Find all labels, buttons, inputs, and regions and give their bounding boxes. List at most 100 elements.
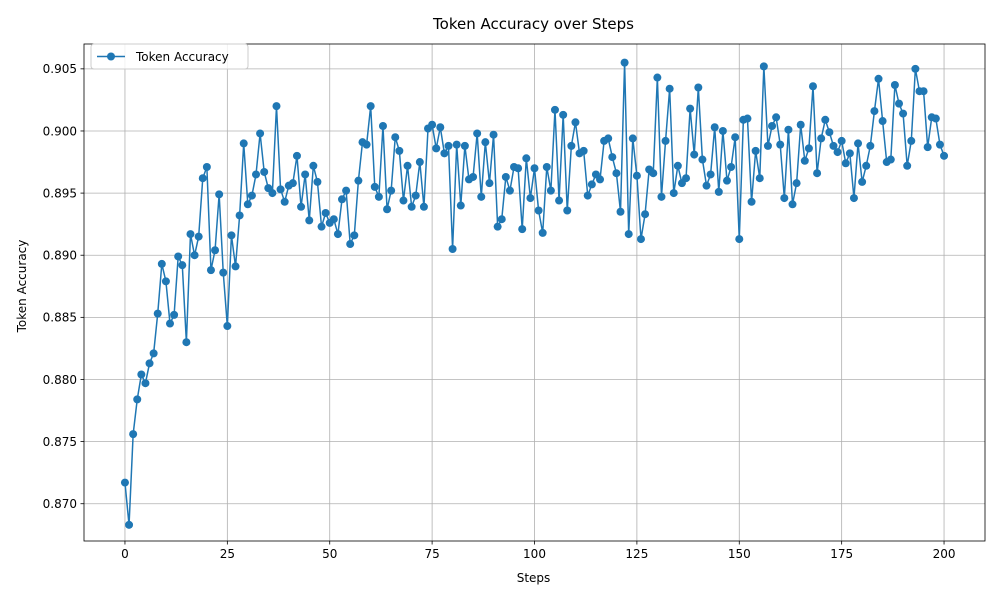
- data-point: [170, 310, 179, 319]
- data-point: [268, 189, 277, 198]
- data-point: [923, 143, 932, 152]
- data-point: [907, 136, 916, 145]
- data-point: [485, 179, 494, 188]
- data-point: [772, 113, 781, 122]
- data-point: [432, 144, 441, 153]
- chart-title: Token Accuracy over Steps: [432, 15, 634, 33]
- data-point: [149, 349, 158, 358]
- data-point: [194, 232, 203, 241]
- data-point: [751, 146, 760, 155]
- data-point: [436, 123, 445, 132]
- data-point: [608, 153, 617, 162]
- data-point: [567, 141, 576, 150]
- data-point: [804, 144, 813, 153]
- data-point: [333, 230, 342, 239]
- data-point: [759, 62, 768, 71]
- y-tick-label: 0.875: [43, 435, 77, 449]
- data-point: [329, 215, 338, 224]
- data-point: [649, 169, 658, 178]
- data-point: [272, 102, 281, 111]
- data-point: [252, 170, 261, 179]
- data-point: [849, 194, 858, 203]
- y-tick-label: 0.870: [43, 497, 77, 511]
- data-point: [378, 122, 387, 131]
- x-tick-label: 175: [830, 547, 853, 561]
- data-point: [530, 164, 539, 173]
- data-point: [763, 141, 772, 150]
- data-point: [428, 120, 437, 129]
- data-point: [735, 235, 744, 244]
- data-point: [387, 186, 396, 195]
- data-point: [718, 126, 727, 135]
- data-point: [710, 123, 719, 132]
- data-point: [673, 161, 682, 170]
- x-tick-label: 125: [625, 547, 648, 561]
- data-point: [866, 141, 875, 150]
- data-point: [792, 179, 801, 188]
- data-point: [256, 129, 265, 138]
- data-point: [768, 122, 777, 131]
- data-point: [243, 200, 252, 209]
- data-point: [448, 245, 457, 254]
- data-point: [338, 195, 347, 204]
- x-tick-label: 75: [424, 547, 439, 561]
- data-point: [440, 149, 449, 158]
- data-point: [604, 134, 613, 143]
- data-point: [636, 235, 645, 244]
- legend-marker-swatch: [107, 52, 115, 61]
- data-point: [632, 171, 641, 180]
- data-point: [858, 177, 867, 186]
- data-point: [833, 148, 842, 157]
- data-point: [542, 163, 551, 172]
- data-point: [895, 99, 903, 108]
- data-point: [931, 114, 940, 123]
- data-point: [546, 186, 555, 195]
- data-point: [305, 216, 314, 225]
- data-point: [391, 133, 400, 142]
- data-point: [526, 194, 535, 203]
- data-point: [313, 177, 322, 186]
- data-point: [469, 172, 478, 181]
- data-point: [903, 161, 912, 170]
- data-point: [161, 277, 170, 286]
- data-point: [550, 105, 559, 114]
- data-point: [407, 202, 416, 211]
- data-point: [731, 133, 740, 142]
- data-point: [211, 246, 220, 255]
- data-point: [350, 231, 359, 240]
- data-point: [665, 84, 674, 93]
- data-point: [190, 251, 199, 260]
- data-point: [596, 175, 605, 184]
- data-point: [366, 102, 375, 111]
- data-point: [714, 187, 723, 196]
- x-tick-label: 50: [322, 547, 337, 561]
- data-point: [374, 192, 383, 201]
- data-point: [940, 151, 949, 160]
- data-point: [145, 359, 154, 368]
- data-point: [518, 225, 527, 234]
- data-point: [747, 197, 756, 206]
- x-tick-label: 0: [121, 547, 129, 561]
- data-point: [878, 117, 887, 126]
- data-point: [497, 215, 506, 224]
- data-point: [239, 139, 248, 148]
- data-point: [493, 222, 502, 231]
- data-point: [579, 146, 588, 155]
- data-point: [624, 230, 633, 239]
- legend: Token Accuracy: [90, 43, 249, 70]
- data-point: [862, 161, 871, 170]
- data-point: [309, 161, 318, 170]
- data-point: [219, 268, 228, 277]
- data-point: [813, 169, 822, 178]
- y-tick-label: 0.895: [43, 186, 77, 200]
- data-point: [247, 191, 256, 200]
- data-point: [522, 154, 531, 163]
- data-point: [821, 115, 830, 124]
- data-point: [722, 176, 731, 185]
- data-point: [817, 134, 826, 143]
- data-point: [370, 182, 379, 191]
- data-point: [641, 210, 650, 219]
- data-point: [280, 197, 289, 206]
- data-point: [854, 139, 863, 148]
- data-point: [178, 261, 187, 270]
